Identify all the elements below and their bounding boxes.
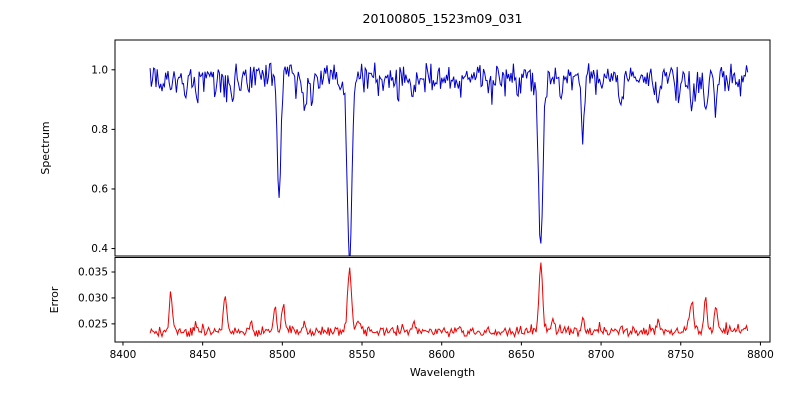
x-tick-label: 8500 [269,349,296,361]
x-tick-label: 8750 [667,349,694,361]
x-tick-label: 8800 [747,349,774,361]
error-axes-frame [114,257,771,343]
error-y-tick-label: 0.035 [78,267,108,279]
chart-title: 20100805_1523m09_031 [362,11,523,26]
x-tick-label: 8550 [349,349,376,361]
spectrum-axes-frame [114,39,771,257]
spectrum-y-tick-label: 0.4 [91,243,108,255]
error-y-tick-label: 0.030 [78,292,108,304]
error-y-tick-label: 0.025 [78,318,108,330]
x-axis-label: Wavelength [409,366,476,379]
spectrum-y-tick-label: 1.0 [91,64,108,76]
spectrum-y-tick-label: 0.6 [91,183,108,195]
spectrum-y-tick-label: 0.8 [91,124,108,136]
spectrum-line [149,62,749,256]
x-tick-label: 8600 [428,349,455,361]
x-tick-label: 8700 [588,349,615,361]
x-tick-label: 8450 [189,349,216,361]
x-tick-label: 8400 [110,349,137,361]
x-tick-label: 8650 [508,349,535,361]
error-line [149,262,749,339]
